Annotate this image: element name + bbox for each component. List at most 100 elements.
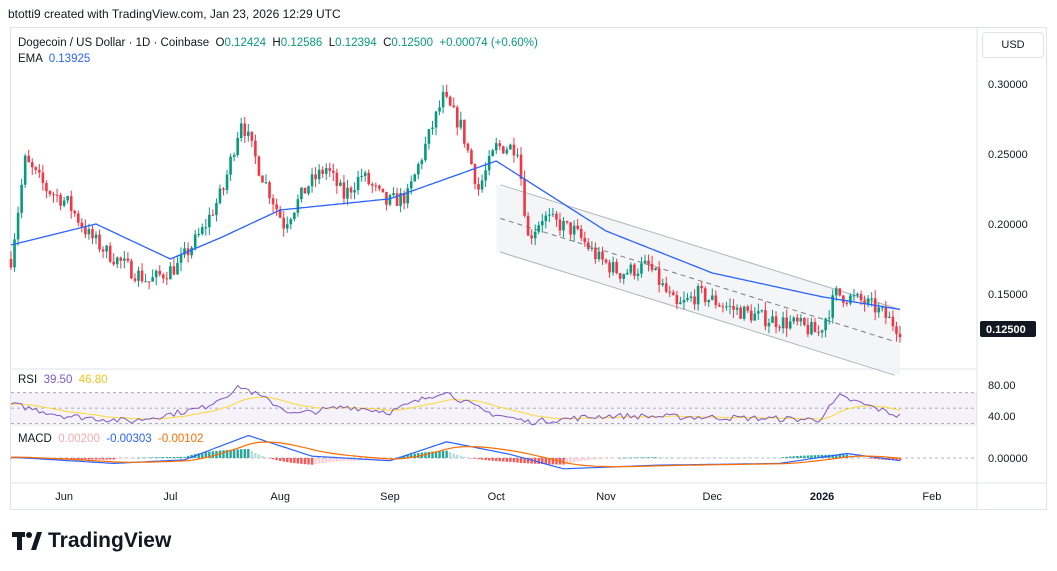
macd-histogram-bar	[753, 457, 756, 459]
symbol-label[interactable]: Dogecoin / US Dollar · 1D · Coinbase	[18, 37, 210, 49]
macd-label[interactable]: MACD	[18, 433, 52, 445]
candle-body	[866, 298, 870, 305]
candle-body	[321, 169, 324, 174]
candle-body	[370, 184, 374, 186]
candle-body	[732, 305, 735, 310]
candle-body	[172, 266, 176, 275]
macd-histogram-bar	[774, 457, 778, 459]
time-tick-label: Aug	[270, 491, 290, 503]
candle-body	[115, 257, 119, 265]
candle-body	[445, 91, 448, 97]
candle-body	[852, 295, 856, 297]
candle-body	[739, 307, 742, 319]
candle-body	[87, 229, 91, 235]
tradingview-logo[interactable]: TradingView	[12, 529, 171, 553]
candle-body	[583, 237, 587, 243]
candle-body	[293, 212, 296, 220]
candle-body	[764, 310, 767, 327]
macd-histogram-bar	[176, 456, 179, 458]
candle-body	[640, 263, 643, 274]
macd-histogram-bar	[112, 458, 115, 460]
candles-group	[9, 84, 902, 343]
macd-histogram-bar	[130, 458, 133, 459]
macd-histogram-bar	[286, 458, 289, 463]
candle-body	[45, 183, 48, 192]
macd-histogram-bar	[895, 458, 898, 461]
candle-body	[788, 321, 792, 329]
macd-histogram-bar	[657, 457, 661, 458]
macd-histogram-bar	[211, 451, 215, 458]
rsi-tick-label: 80.00	[988, 380, 1016, 392]
candle-body	[799, 318, 803, 322]
macd-histogram-bar	[459, 455, 463, 458]
candle-body	[218, 188, 222, 204]
candle-body	[417, 164, 420, 175]
candle-body	[845, 302, 849, 304]
macd-histogram-bar	[622, 457, 625, 459]
candle-body	[285, 224, 289, 229]
candle-body	[154, 270, 158, 278]
candle-body	[108, 245, 112, 262]
candle-body	[647, 260, 650, 264]
macd-histogram-bar	[240, 449, 243, 458]
macd-histogram-bar	[789, 456, 792, 458]
macd-histogram-bar	[480, 458, 484, 460]
candle-body	[767, 322, 771, 327]
high-value: 0.12586	[280, 37, 323, 49]
candle-body	[392, 193, 395, 196]
candle-body	[473, 164, 477, 185]
macd-histogram-bar	[293, 458, 296, 464]
macd-histogram-bar	[268, 458, 271, 459]
macd-histogram-bar	[261, 455, 264, 458]
candle-body	[576, 225, 579, 229]
macd-histogram-bar	[9, 458, 13, 459]
currency-button[interactable]: USD	[982, 32, 1044, 58]
candle-body	[363, 172, 367, 176]
macd-histogram-bar	[445, 450, 448, 458]
macd-histogram-bar	[629, 457, 633, 459]
candle-body	[594, 247, 597, 260]
macd-histogram-bar	[123, 458, 126, 459]
macd-histogram-bar	[321, 458, 324, 464]
macd-histogram-bar	[257, 454, 261, 458]
candle-body	[48, 191, 52, 195]
ema-label[interactable]: EMA	[18, 53, 43, 65]
candle-body	[441, 91, 445, 108]
candle-body	[693, 296, 696, 305]
candle-body	[101, 249, 105, 252]
low-value: 0.12394	[335, 37, 377, 49]
candle-body	[484, 170, 487, 181]
macd-histogram-bar	[580, 458, 583, 461]
candle-body	[842, 295, 845, 303]
macd-histogram-bar	[750, 457, 753, 459]
candle-body	[381, 188, 385, 192]
candle-body	[664, 283, 668, 292]
candle-body	[165, 278, 169, 280]
candle-body	[898, 333, 902, 338]
candle-body	[757, 311, 760, 314]
candle-body	[409, 181, 413, 189]
candle-body	[193, 234, 197, 248]
macd-histogram-bar	[165, 457, 169, 458]
candle-body	[353, 190, 356, 193]
macd-histogram-bar	[70, 458, 73, 460]
rsi-label[interactable]: RSI	[18, 374, 38, 386]
macd-histogram-bar	[739, 457, 742, 459]
candle-body	[530, 235, 533, 239]
macd-histogram-bar	[803, 455, 806, 458]
macd-histogram-bar	[16, 458, 20, 459]
candle-body	[179, 254, 183, 263]
candle-body	[30, 162, 34, 168]
candle-body	[91, 229, 94, 239]
candle-body	[211, 214, 215, 216]
time-tick-label: Feb	[922, 491, 941, 503]
time-tick-label: Jul	[163, 491, 177, 503]
candle-body	[27, 155, 31, 163]
candle-body	[169, 266, 172, 280]
high-label: H	[272, 37, 281, 49]
macd-histogram-bar	[675, 457, 679, 458]
macd-histogram-bar	[243, 449, 246, 458]
candle-body	[703, 288, 707, 303]
macd-histogram-bar	[512, 458, 516, 463]
